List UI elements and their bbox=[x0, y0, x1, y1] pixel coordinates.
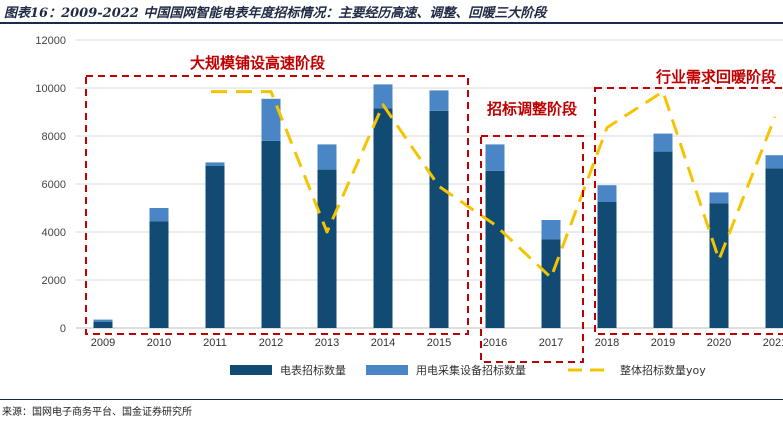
x-tick-label: 2015 bbox=[427, 337, 451, 349]
phase-label-1: 大规模铺设高速阶段 bbox=[190, 54, 325, 72]
bar-meter-2012 bbox=[261, 140, 281, 328]
bar-meter-2010 bbox=[149, 221, 169, 328]
legend-collector-swatch bbox=[366, 365, 408, 375]
stacked-bar-chart: 0 2000 4000 6000 8000 10000 12000 2009 2010 2011 2… bbox=[35, 35, 783, 377]
bar-collector-2012 bbox=[261, 98, 281, 141]
bar-collector-2020 bbox=[709, 192, 729, 204]
bar-meter-2020 bbox=[709, 203, 729, 328]
bar-collector-2015 bbox=[429, 90, 449, 111]
bar-meter-2018 bbox=[597, 202, 617, 328]
bar-collector-2018 bbox=[597, 185, 617, 202]
x-tick-label: 2016 bbox=[483, 337, 507, 349]
bar-collector-2011 bbox=[205, 162, 225, 166]
phase-label-2: 招标调整阶段 bbox=[487, 100, 577, 118]
bar-meter-2016 bbox=[485, 170, 505, 328]
bar-collector-2009 bbox=[93, 319, 113, 322]
bar-meter-2015 bbox=[429, 110, 449, 328]
bar-meter-2011 bbox=[205, 166, 225, 328]
y-tick-label: 6000 bbox=[42, 179, 66, 191]
bar-collector-2013 bbox=[317, 144, 337, 170]
phase-box-1 bbox=[85, 75, 469, 335]
bar-meter-2013 bbox=[317, 169, 337, 328]
bar-meter-2021 bbox=[765, 168, 783, 328]
legend-meter-swatch bbox=[230, 365, 272, 375]
x-tick-label: 2020 bbox=[707, 337, 731, 349]
legend-yoy-label: 整体招标数量yoy bbox=[620, 363, 706, 377]
y-tick-label: 0 bbox=[60, 323, 66, 335]
figure-title-bar: 图表16：2009-2022 中国国网智能电表年度招标情况：主要经历高速、调整、… bbox=[0, 0, 783, 22]
bar-collector-2021 bbox=[765, 155, 783, 169]
title-divider bbox=[0, 22, 783, 24]
yoy-line bbox=[211, 90, 777, 280]
x-tick-label: 2017 bbox=[539, 337, 563, 349]
bar-meter-2019 bbox=[653, 151, 673, 328]
figure-source: 来源：国网电子商务平台、国金证券研究所 bbox=[2, 407, 192, 418]
y-tick-label: 8000 bbox=[42, 131, 66, 143]
x-tick-label: 2014 bbox=[371, 337, 395, 349]
bar-meter-2017 bbox=[541, 239, 561, 328]
bar-collector-2019 bbox=[653, 133, 673, 152]
bar-collector-2010 bbox=[149, 208, 169, 222]
x-tick-label: 2019 bbox=[651, 337, 675, 349]
phase-box-2 bbox=[480, 135, 584, 363]
phase-box-3 bbox=[594, 87, 783, 335]
x-tick-label: 2021 bbox=[763, 337, 783, 349]
bar-meter-2009 bbox=[93, 322, 113, 328]
x-tick-label: 2011 bbox=[203, 337, 227, 349]
y-tick-label: 4000 bbox=[42, 227, 66, 239]
x-tick-label: 2012 bbox=[259, 337, 283, 349]
bar-collector-2016 bbox=[485, 144, 505, 171]
bar-collector-2017 bbox=[541, 220, 561, 240]
legend-collector-label: 用电采集设备招标数量 bbox=[416, 363, 526, 377]
bar-meter-2014 bbox=[373, 108, 393, 329]
y-tick-label: 12000 bbox=[35, 35, 66, 47]
phase-label-3: 行业需求回暖阶段 bbox=[655, 68, 776, 86]
x-tick-label: 2010 bbox=[147, 337, 171, 349]
x-tick-label: 2018 bbox=[595, 337, 619, 349]
y-tick-label: 2000 bbox=[42, 275, 66, 287]
x-tick-label: 2009 bbox=[91, 337, 115, 349]
figure-title: 图表16：2009-2022 中国国网智能电表年度招标情况：主要经历高速、调整、… bbox=[4, 6, 547, 21]
y-tick-label: 10000 bbox=[35, 83, 66, 95]
bar-collector-2014 bbox=[373, 84, 393, 109]
x-tick-label: 2013 bbox=[315, 337, 339, 349]
legend-meter-label: 电表招标数量 bbox=[280, 363, 346, 377]
source-divider bbox=[0, 399, 783, 400]
